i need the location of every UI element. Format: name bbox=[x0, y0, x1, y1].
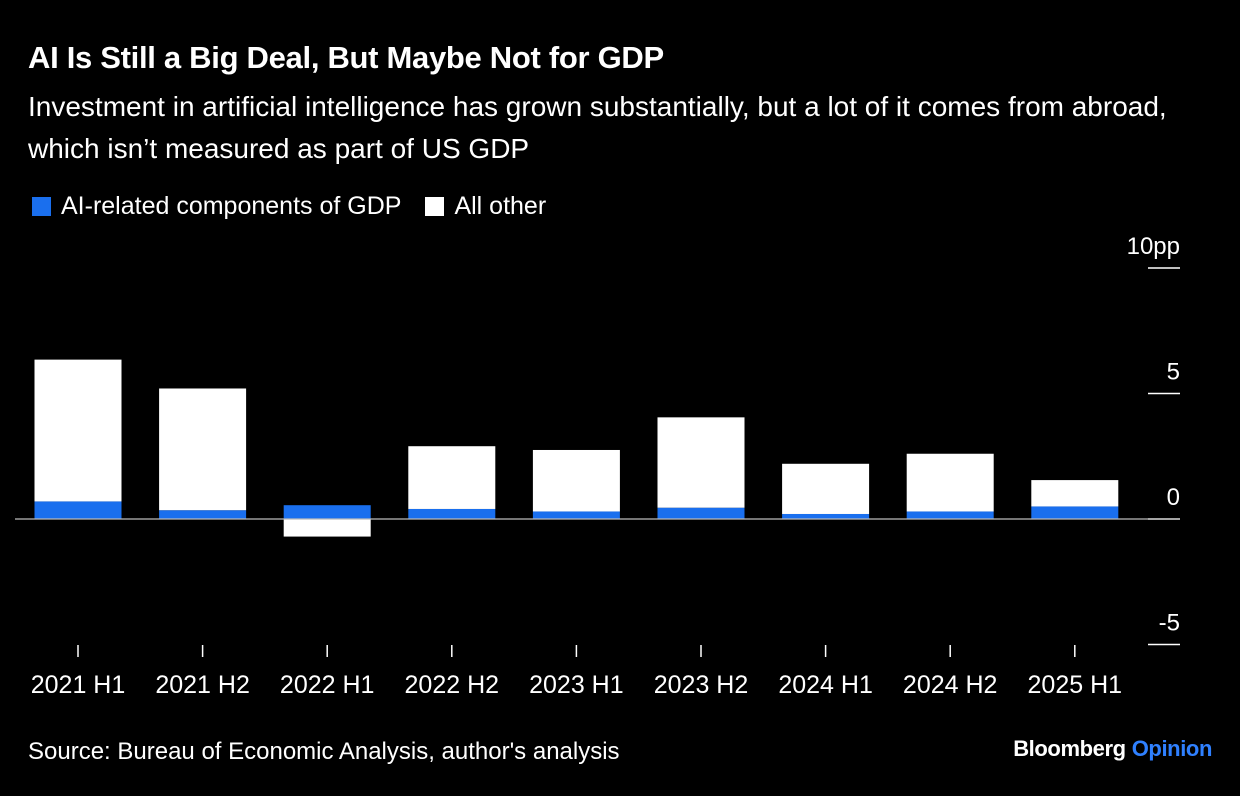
legend-item-other: All other bbox=[425, 190, 546, 222]
source-note: Source: Bureau of Economic Analysis, aut… bbox=[28, 738, 620, 765]
brand-secondary: Opinion bbox=[1131, 736, 1213, 761]
bar-ai-2023-h1 bbox=[532, 511, 620, 519]
y-tick-label: -5 bbox=[1159, 610, 1180, 637]
brand-logo: Bloomberg Opinion bbox=[1013, 736, 1212, 762]
bar-other-2021-h2 bbox=[159, 388, 247, 511]
bar-ai-2024-h2 bbox=[906, 511, 994, 519]
x-tick-label: 2021 H1 bbox=[31, 671, 126, 699]
legend-item-ai: AI-related components of GDP bbox=[32, 190, 401, 222]
x-tick-label: 2025 H1 bbox=[1028, 671, 1123, 699]
bar-ai-2022-h2 bbox=[408, 508, 496, 519]
bar-ai-2021-h2 bbox=[159, 510, 247, 519]
legend-swatch-other bbox=[425, 196, 445, 216]
x-tick-label: 2023 H2 bbox=[654, 671, 749, 699]
legend-label-ai: AI-related components of GDP bbox=[61, 192, 402, 220]
bar-ai-2025-h1 bbox=[1031, 506, 1119, 519]
bar-other-2024-h2 bbox=[906, 453, 994, 512]
x-tick-label: 2021 H2 bbox=[155, 671, 250, 699]
chart-subtitle: Investment in artificial intelligence ha… bbox=[28, 91, 1167, 164]
bar-other-2022-h1 bbox=[283, 519, 371, 537]
x-tick-label: 2023 H1 bbox=[529, 671, 624, 699]
bar-other-2021-h1 bbox=[34, 359, 122, 502]
x-tick-label: 2024 H2 bbox=[903, 671, 998, 699]
brand-primary: Bloomberg bbox=[1013, 736, 1126, 761]
legend: AI-related components of GDP All other bbox=[32, 190, 570, 222]
bar-ai-2021-h1 bbox=[34, 501, 122, 519]
bar-ai-2023-h2 bbox=[657, 507, 745, 519]
bar-other-2024-h1 bbox=[782, 463, 870, 514]
bar-ai-2024-h1 bbox=[782, 513, 870, 519]
bar-other-2022-h2 bbox=[408, 446, 496, 509]
bar-other-2023-h1 bbox=[532, 449, 620, 512]
bar-ai-2022-h1 bbox=[283, 505, 371, 519]
y-tick-label: 5 bbox=[1167, 359, 1180, 386]
bar-other-2023-h2 bbox=[657, 417, 745, 508]
y-tick-label: 0 bbox=[1167, 484, 1180, 511]
x-tick-label: 2022 H1 bbox=[280, 671, 375, 699]
chart-title: AI Is Still a Big Deal, But Maybe Not fo… bbox=[28, 40, 664, 75]
legend-label-other: All other bbox=[454, 192, 547, 220]
legend-swatch-ai bbox=[32, 196, 51, 216]
x-tick-label: 2022 H2 bbox=[405, 671, 500, 699]
bar-other-2025-h1 bbox=[1031, 480, 1119, 507]
x-tick-label: 2024 H1 bbox=[778, 671, 873, 699]
y-tick-label: 10pp bbox=[1127, 233, 1180, 260]
